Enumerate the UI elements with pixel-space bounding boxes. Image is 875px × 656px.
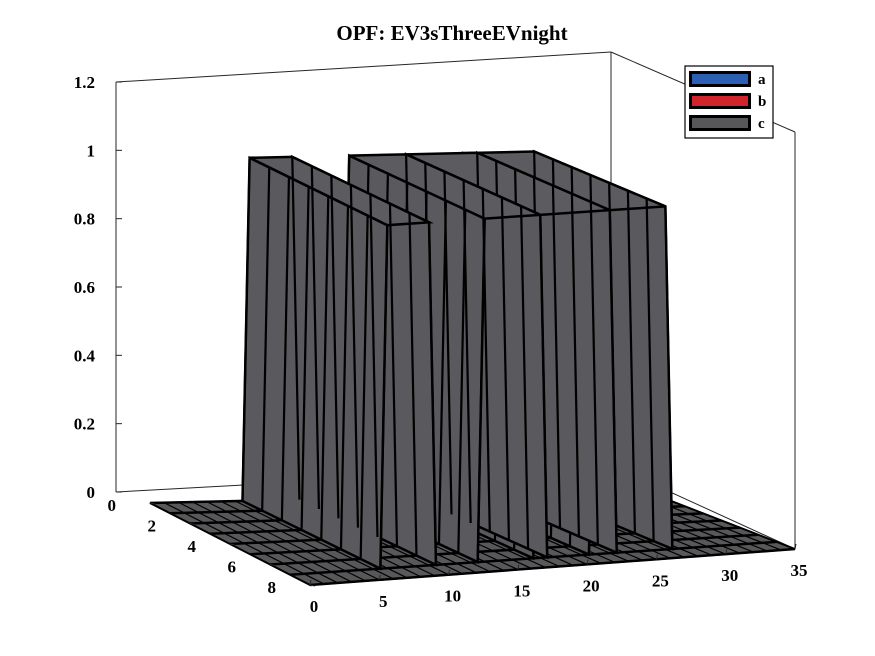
z-tick-label: 1.2	[74, 73, 95, 92]
pulse-rib	[645, 198, 655, 542]
pulse-rib	[481, 188, 491, 532]
z-tick-label: 0.2	[74, 415, 95, 434]
legend-label: b	[758, 94, 766, 110]
x-tick	[655, 554, 658, 560]
pulse-rib	[570, 193, 581, 537]
pulse-rib	[427, 222, 438, 565]
y-tick-label: 2	[148, 517, 157, 536]
pulse-rib	[339, 205, 350, 550]
floor-grid-line	[309, 547, 796, 587]
pulse-rib	[310, 166, 321, 510]
pulse-rib	[359, 215, 369, 559]
x-tick-label: 5	[379, 592, 388, 611]
y-tick	[269, 564, 276, 566]
x-tick	[517, 564, 520, 570]
pulse-rib	[408, 212, 418, 556]
y-tick-label: 6	[228, 558, 237, 577]
x-tick-label: 0	[310, 597, 319, 616]
y-tick-label: 0	[108, 496, 117, 515]
pulse-rib	[520, 206, 530, 549]
y-tick-label: 4	[188, 537, 197, 556]
y-tick	[229, 543, 236, 546]
x-tick	[794, 543, 797, 550]
pulse-rib	[320, 196, 330, 540]
legend-swatch	[692, 96, 748, 106]
x-tick-label: 20	[583, 576, 600, 595]
y-tick	[309, 584, 316, 587]
floor-grid-line	[178, 501, 338, 584]
pulse-surface	[241, 154, 438, 571]
pulse-rib	[291, 156, 301, 500]
x-tick-label: 35	[791, 561, 808, 580]
x-tick	[725, 549, 728, 555]
pulse-rib	[664, 206, 674, 549]
pulse-rib	[500, 197, 511, 541]
z-tick-label: 0.4	[74, 346, 96, 365]
floor-grid-line	[220, 500, 380, 581]
legend-label: a	[758, 72, 766, 88]
x-tick-label: 25	[652, 571, 669, 590]
axis-box-edge	[115, 51, 612, 83]
pulse-rib	[589, 201, 599, 545]
pulse-rib	[457, 209, 467, 554]
pulse-rib	[462, 180, 472, 524]
x-tick	[586, 559, 589, 565]
x-tick	[448, 569, 451, 575]
pulse-rib	[626, 190, 637, 534]
pulse-rib	[241, 157, 251, 501]
pulse-rib	[608, 210, 618, 553]
x-tick-label: 30	[721, 566, 738, 585]
legend: abc	[684, 65, 774, 139]
pulse-rib	[261, 167, 271, 511]
pulse-rib	[369, 194, 379, 537]
axis-ticks: 0 0.2 0.4 0.6 0.8 1 1.2 0 5 10 15 20 25 30 35 0 2 4 6 8	[74, 73, 808, 616]
pulse-surfaces	[241, 149, 674, 571]
y-tick	[149, 502, 156, 505]
x-tick	[378, 574, 381, 580]
y-tick	[189, 523, 196, 525]
floor-grid-line	[163, 502, 325, 585]
x-tick-label: 10	[444, 587, 461, 606]
z-tick-label: 0	[87, 483, 96, 502]
pulse-rib	[443, 171, 453, 515]
z-tick-label: 0.6	[74, 278, 95, 297]
pulse-rib	[349, 184, 360, 528]
x-tick	[309, 579, 312, 586]
pulse-rib	[300, 186, 310, 530]
chart-title: OPF: EV3sThreeEVnight	[336, 21, 567, 45]
legend-swatch	[692, 118, 748, 128]
pulse-rib	[379, 225, 389, 569]
pulse-rib	[330, 175, 340, 519]
y-tick-label: 8	[268, 578, 277, 597]
floor-grid-line	[192, 501, 352, 583]
x-tick-label: 15	[513, 582, 530, 601]
legend-swatch	[692, 74, 748, 84]
z-tick-label: 1	[87, 141, 96, 160]
z-tick-label: 0.8	[74, 210, 95, 229]
legend-label: c	[758, 116, 765, 132]
pulse-rib	[539, 214, 549, 558]
floor-grid-line	[206, 501, 366, 582]
pulse-rib	[437, 200, 448, 545]
floor-grid-line	[235, 500, 394, 580]
pulse-rib	[280, 177, 291, 521]
pulse-rib	[551, 185, 562, 529]
pulse-rib	[388, 203, 399, 547]
